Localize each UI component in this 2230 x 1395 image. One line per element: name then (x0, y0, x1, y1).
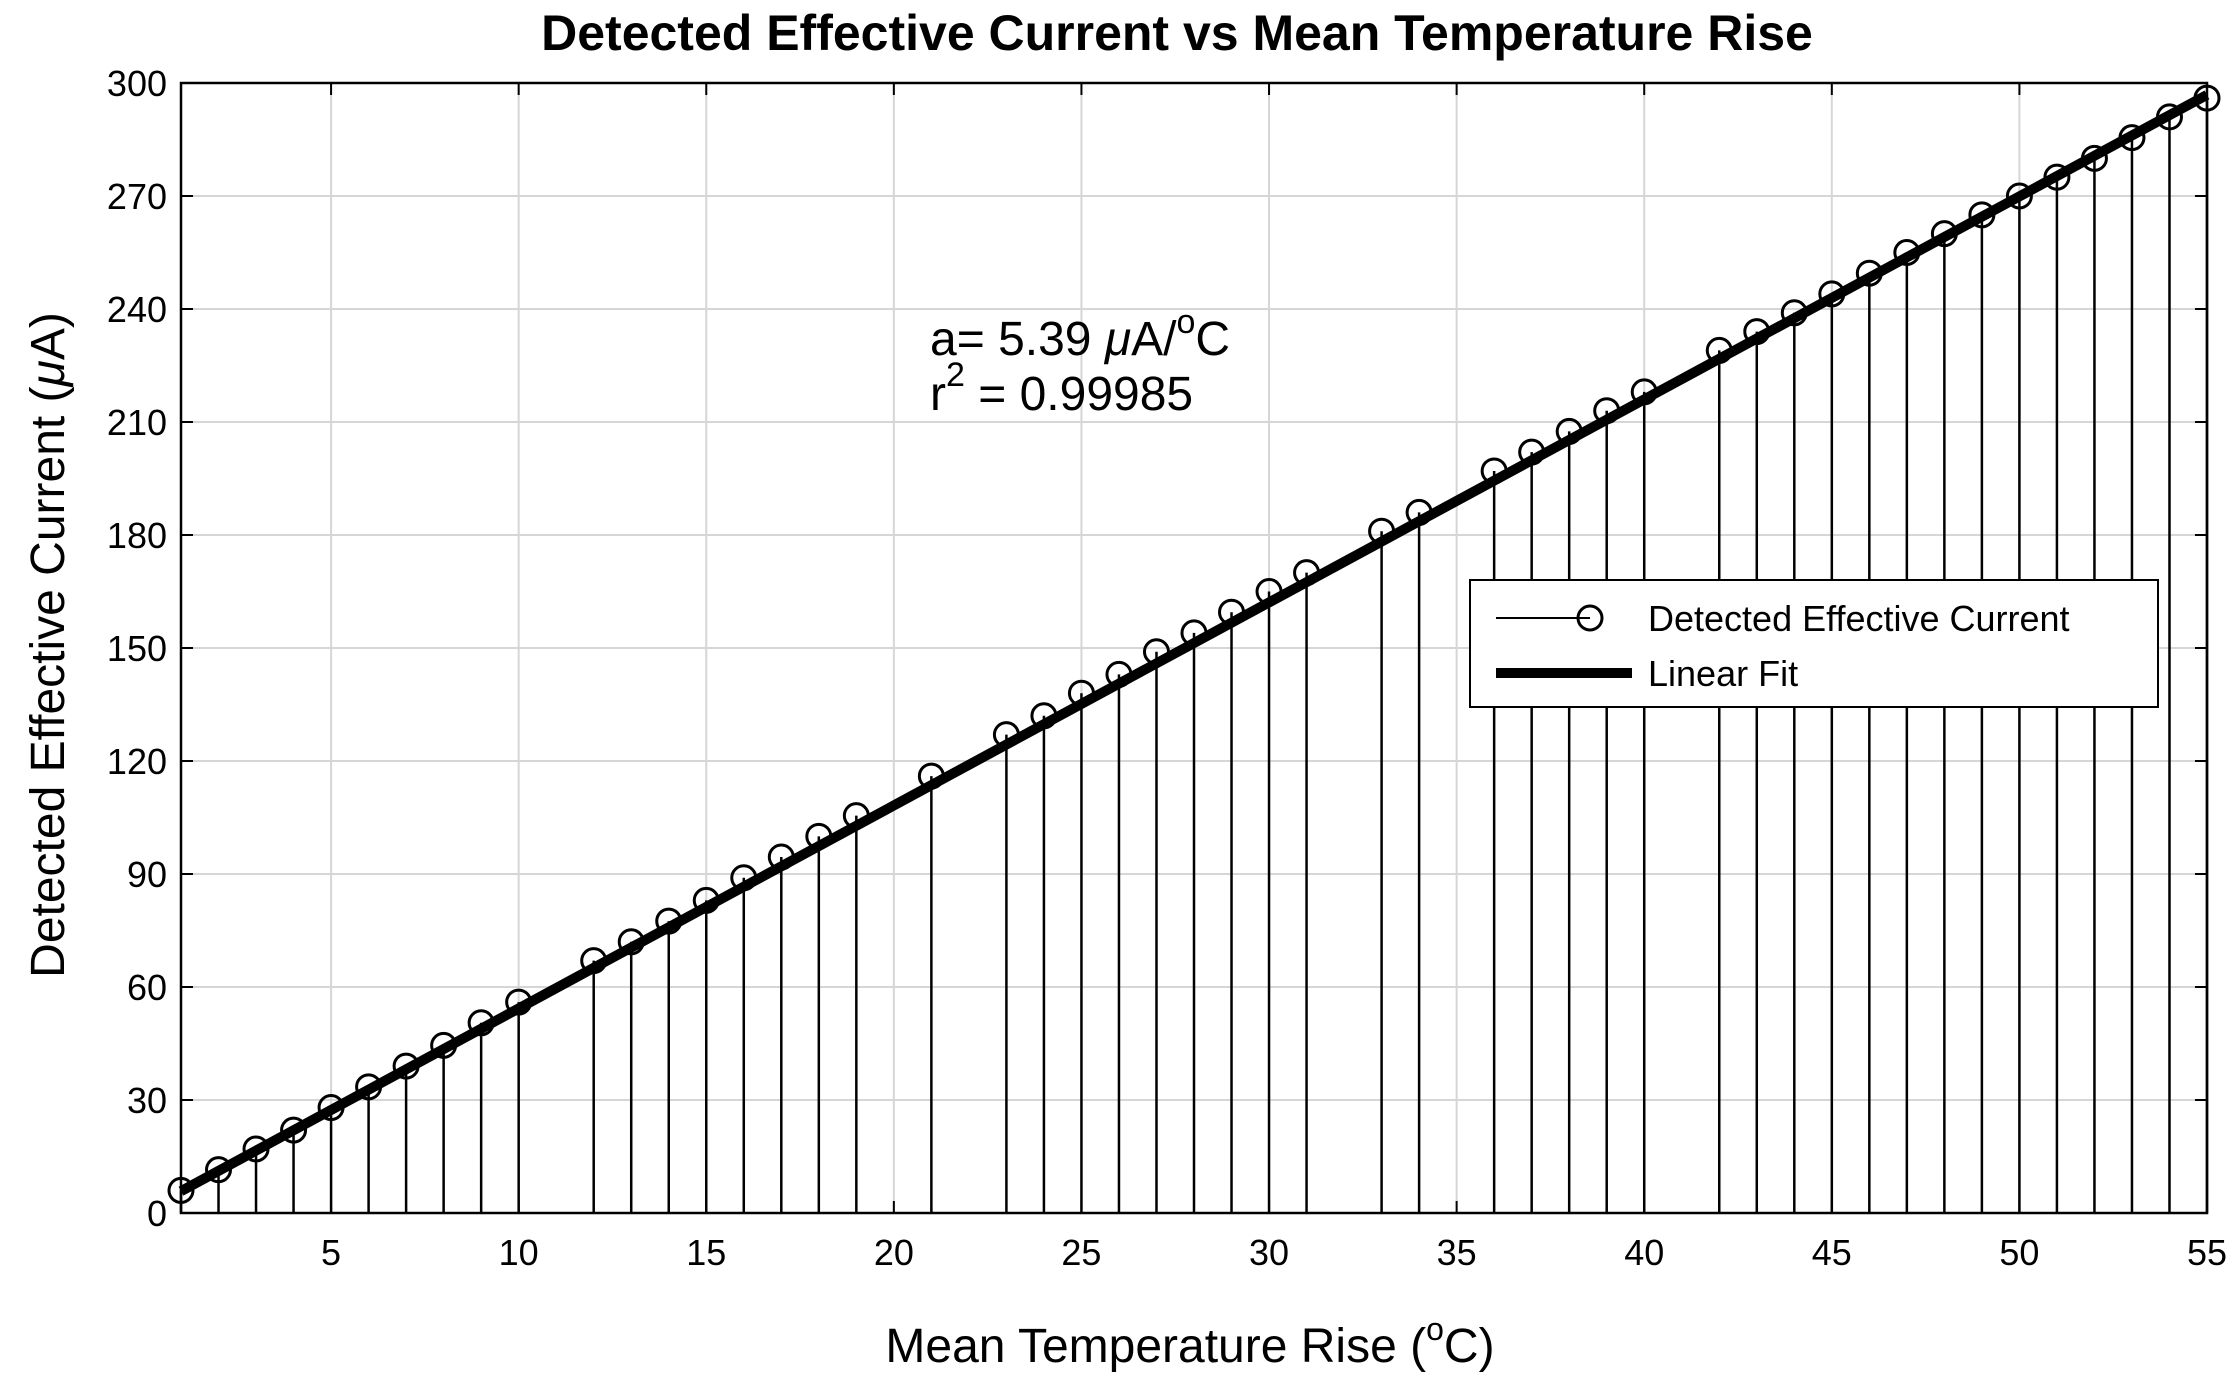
data-point (2005, 182, 2033, 210)
data-point (355, 1073, 383, 1101)
data-point (1968, 201, 1996, 229)
linear-fit-line (178, 90, 2210, 1196)
data-point (1180, 619, 1208, 647)
data-point (1067, 679, 1095, 707)
annotation-r-squared: r2 = 0.99985 (930, 356, 1193, 421)
x-tick-label: 55 (2187, 1232, 2227, 1273)
x-tick-label: 25 (1061, 1232, 1101, 1273)
data-point (505, 988, 533, 1016)
legend: Detected Effective Current Linear Fit (1469, 579, 2159, 708)
data-point (1893, 239, 1921, 266)
data-point (767, 843, 795, 871)
linear-fit (178, 90, 2210, 1196)
data-point (1518, 438, 1546, 466)
x-tick-label: 40 (1624, 1232, 1664, 1273)
x-tick-label: 30 (1249, 1232, 1289, 1273)
data-point (2118, 124, 2146, 152)
legend-label-linear-fit: Linear Fit (1648, 653, 1798, 694)
data-point (1818, 280, 1846, 308)
data-point (1142, 638, 1170, 666)
data-point (580, 947, 608, 975)
x-axis-label: Mean Temperature Rise (oC) (885, 1311, 1494, 1373)
y-tick-label: 300 (107, 63, 167, 104)
legend-box (1469, 579, 2159, 708)
data-point (242, 1135, 270, 1163)
x-tick-label: 15 (686, 1232, 726, 1273)
data-point (1105, 660, 1133, 688)
fit-annotation: a= 5.39 μA/oC r2 = 0.99985 (930, 303, 1230, 421)
data-point (2080, 144, 2108, 172)
y-tick-label: 240 (107, 289, 167, 330)
data-point (692, 886, 720, 914)
data-point (655, 907, 683, 935)
data-point (917, 762, 945, 790)
y-axis-label: Detected Effective Current (μA) (22, 312, 75, 978)
data-point (730, 864, 758, 892)
x-tick-label: 10 (499, 1232, 539, 1273)
data-point (1255, 578, 1283, 605)
y-tick-label: 0 (147, 1193, 167, 1234)
data-point (392, 1052, 420, 1080)
data-point (317, 1094, 345, 1122)
axis-ticks: 5 10 15 20 25 30 35 40 45 50 55 0 30 60 90 120 150 180 210… (107, 63, 2227, 1273)
legend-label-detected: Detected Effective Current (1648, 598, 2070, 639)
data-point (1293, 559, 1321, 587)
data-point (1555, 417, 1583, 445)
y-tick-label: 180 (107, 515, 167, 556)
data-point (205, 1156, 233, 1184)
data-point (2155, 103, 2183, 131)
data-point (1368, 517, 1396, 545)
data-point (1405, 498, 1433, 526)
y-tick-label: 90 (127, 854, 167, 895)
y-tick-label: 120 (107, 741, 167, 782)
data-point (1030, 702, 1058, 730)
y-tick-label: 60 (127, 967, 167, 1008)
x-tick-label: 20 (874, 1232, 914, 1273)
data-point (805, 822, 833, 850)
x-tick-label: 35 (1437, 1232, 1477, 1273)
data-point (2043, 163, 2071, 191)
data-point (1480, 457, 1508, 485)
data-point (992, 721, 1020, 749)
data-point (280, 1116, 308, 1144)
data-point (1855, 259, 1883, 287)
data-point (1780, 299, 1808, 327)
data-point (467, 1009, 495, 1037)
annotation-slope: a= 5.39 μA/oC (930, 303, 1230, 366)
data-point (1218, 598, 1246, 626)
data-point (617, 928, 645, 956)
x-tick-label: 5 (321, 1232, 341, 1273)
chart-title: Detected Effective Current vs Mean Tempe… (541, 5, 1813, 61)
data-point (1705, 336, 1733, 364)
y-tick-label: 210 (107, 402, 167, 443)
y-tick-label: 30 (127, 1080, 167, 1121)
x-tick-label: 50 (1999, 1232, 2039, 1273)
data-point (430, 1031, 458, 1059)
data-point (1593, 397, 1621, 425)
data-point (1743, 318, 1771, 346)
data-point (1930, 220, 1958, 248)
y-tick-label: 150 (107, 628, 167, 669)
data-markers (167, 84, 2221, 1204)
y-tick-label: 270 (107, 176, 167, 217)
data-point (842, 802, 870, 830)
x-tick-label: 45 (1812, 1232, 1852, 1273)
legend-swatch-detected-marker (1576, 604, 1604, 632)
data-point (1630, 378, 1658, 406)
